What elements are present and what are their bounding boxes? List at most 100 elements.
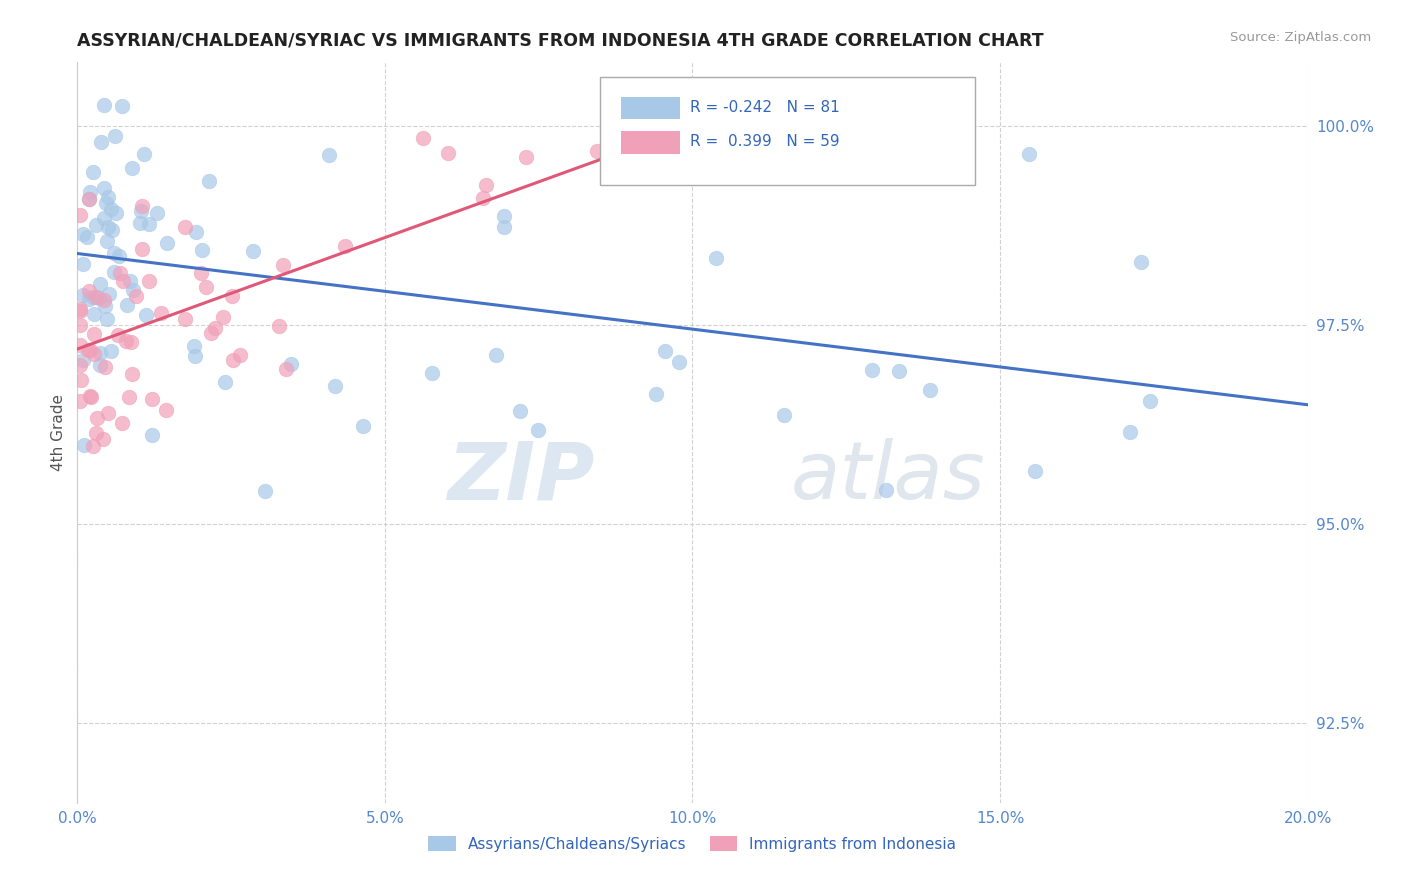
Point xyxy=(472,190,495,204)
Point xyxy=(475,178,498,192)
Point xyxy=(107,327,129,342)
Point xyxy=(352,419,374,434)
Point xyxy=(87,292,110,306)
Point xyxy=(90,135,112,149)
Point xyxy=(72,257,94,271)
Point xyxy=(485,348,508,362)
Bar xyxy=(621,131,681,153)
Point xyxy=(118,274,141,288)
Point xyxy=(437,145,460,160)
Point xyxy=(242,244,264,259)
Point xyxy=(131,242,153,256)
Point xyxy=(104,129,127,144)
Point xyxy=(84,219,107,233)
Point xyxy=(89,358,111,372)
Point xyxy=(174,219,197,234)
Point xyxy=(93,211,115,225)
Point xyxy=(494,209,516,223)
Point xyxy=(115,298,138,312)
Point xyxy=(120,335,142,350)
Point xyxy=(156,235,179,250)
Point xyxy=(83,327,105,342)
Point xyxy=(412,131,434,145)
Point xyxy=(111,99,134,113)
Point xyxy=(76,230,98,244)
Point xyxy=(69,318,91,332)
Point xyxy=(96,234,118,248)
Point xyxy=(131,199,153,213)
FancyBboxPatch shape xyxy=(600,78,976,185)
Point xyxy=(73,438,96,452)
Point xyxy=(97,406,120,420)
Point xyxy=(122,283,145,297)
Point xyxy=(1018,147,1040,161)
Point xyxy=(668,355,690,369)
Point xyxy=(79,185,101,199)
Point xyxy=(211,310,233,324)
Point xyxy=(772,408,794,422)
Point xyxy=(93,181,115,195)
Point xyxy=(100,344,122,359)
Point xyxy=(276,362,298,376)
Point xyxy=(254,484,277,499)
Point xyxy=(77,193,100,207)
Point xyxy=(72,227,94,241)
Text: atlas: atlas xyxy=(792,438,986,516)
Point xyxy=(200,326,222,341)
Point xyxy=(79,284,101,298)
Point xyxy=(86,411,108,425)
Text: ASSYRIAN/CHALDEAN/SYRIAC VS IMMIGRANTS FROM INDONESIA 4TH GRADE CORRELATION CHAR: ASSYRIAN/CHALDEAN/SYRIAC VS IMMIGRANTS F… xyxy=(77,31,1043,49)
Point xyxy=(89,346,111,360)
Bar xyxy=(621,97,681,120)
Point xyxy=(280,358,302,372)
Point xyxy=(190,266,212,280)
Point xyxy=(150,306,173,320)
Point xyxy=(862,363,884,377)
Point xyxy=(77,292,100,306)
Point xyxy=(141,428,163,442)
Point xyxy=(174,312,197,326)
Text: R = -0.242   N = 81: R = -0.242 N = 81 xyxy=(690,100,839,115)
Point xyxy=(69,338,91,352)
Point xyxy=(89,277,111,291)
Point xyxy=(98,287,121,301)
Point xyxy=(72,287,94,301)
Point xyxy=(654,344,676,359)
Point xyxy=(103,265,125,279)
Point xyxy=(141,392,163,406)
Point xyxy=(69,373,91,387)
Point xyxy=(105,206,128,220)
Point xyxy=(97,220,120,235)
Point xyxy=(69,303,91,318)
Point xyxy=(184,225,207,239)
Point xyxy=(83,346,105,360)
Point xyxy=(108,249,131,263)
Point xyxy=(318,147,340,161)
Point xyxy=(146,206,169,220)
Point xyxy=(97,190,120,204)
Point xyxy=(183,339,205,353)
Point xyxy=(585,145,607,159)
Point xyxy=(84,290,107,304)
Point xyxy=(198,174,221,188)
Point xyxy=(82,290,104,304)
Point xyxy=(875,483,897,498)
Point xyxy=(228,348,250,362)
Point xyxy=(94,196,117,211)
Point xyxy=(706,252,728,266)
Point xyxy=(527,424,550,438)
Point xyxy=(1139,394,1161,409)
Point xyxy=(103,246,125,260)
Point xyxy=(110,417,132,431)
Point xyxy=(69,208,91,222)
Point xyxy=(132,146,155,161)
Point xyxy=(1024,464,1046,478)
Point xyxy=(184,349,207,363)
Point xyxy=(115,334,138,348)
Point xyxy=(72,352,94,367)
Point xyxy=(509,404,531,418)
Point xyxy=(1119,425,1142,439)
Point xyxy=(887,364,910,378)
Point xyxy=(93,293,115,308)
Point xyxy=(1129,255,1152,269)
